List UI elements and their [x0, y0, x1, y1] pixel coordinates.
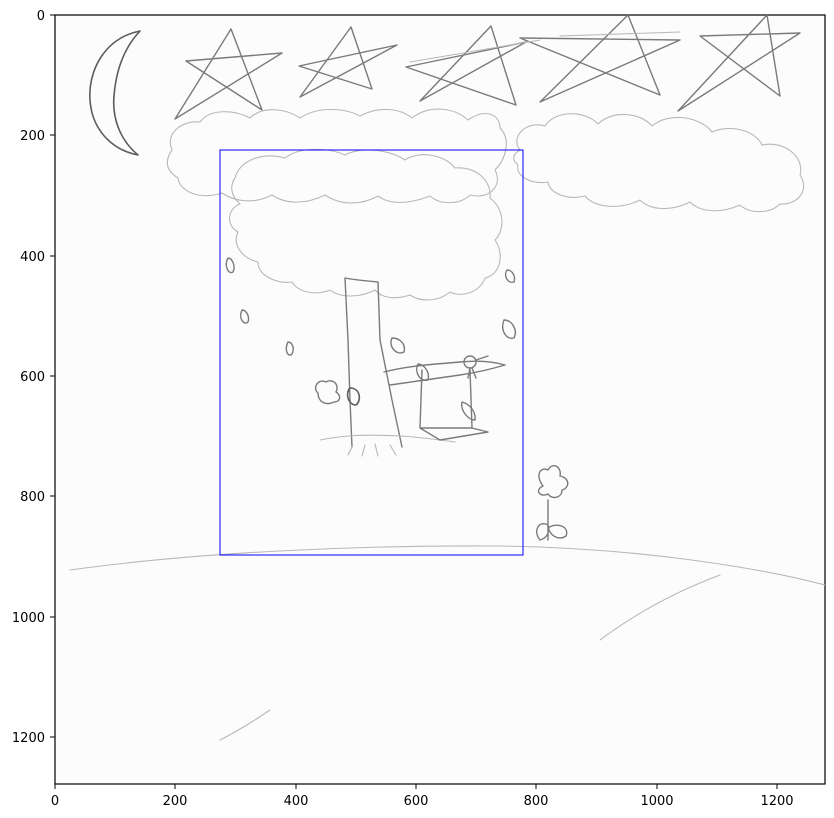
star-drawing-4: [519, 15, 681, 103]
cloud-drawing-right: [513, 113, 805, 213]
y-tick-label: 200: [20, 129, 45, 144]
leaf-drawing: [225, 257, 516, 421]
y-tick-label: 0: [37, 9, 45, 24]
y-tick-label: 1200: [12, 731, 45, 746]
x-tick-label: 1000: [640, 794, 673, 809]
tree-hollow: [346, 387, 361, 406]
squirrel-drawing: [314, 380, 341, 405]
y-tick-label: 1000: [12, 611, 45, 626]
y-tick-label: 800: [20, 490, 45, 505]
tree-trunk: [344, 277, 403, 448]
star-drawing-3: [405, 25, 527, 106]
x-axis: 0 200 400 600 800 1000 1200: [51, 784, 794, 809]
bounding-box: [219, 149, 524, 556]
star-drawing-5: [677, 15, 801, 112]
flower-drawing: [536, 465, 569, 541]
x-tick-label: 800: [524, 794, 549, 809]
ground-line: [69, 545, 825, 586]
bird-beak: [467, 355, 489, 379]
tree-branch: [383, 360, 506, 386]
x-tick-label: 600: [404, 794, 429, 809]
image-frame: [54, 14, 826, 785]
y-axis: 0 200 400 600 800 1000 1200: [12, 9, 55, 746]
image-panel: [54, 14, 826, 785]
x-tick-label: 200: [163, 794, 188, 809]
tree-roots: [319, 434, 456, 457]
star-drawing-1: [174, 28, 283, 120]
y-tick-label: 600: [20, 370, 45, 385]
cloud-drawing-left: [166, 108, 507, 204]
x-tick-label: 1200: [760, 794, 793, 809]
moon-drawing: [89, 30, 141, 156]
star-extra-lines: [409, 31, 681, 63]
x-tick-label: 0: [51, 794, 59, 809]
y-tick-label: 400: [20, 250, 45, 265]
star-drawing-2: [298, 26, 398, 98]
faint-marks: [219, 574, 721, 741]
x-tick-label: 400: [284, 794, 309, 809]
